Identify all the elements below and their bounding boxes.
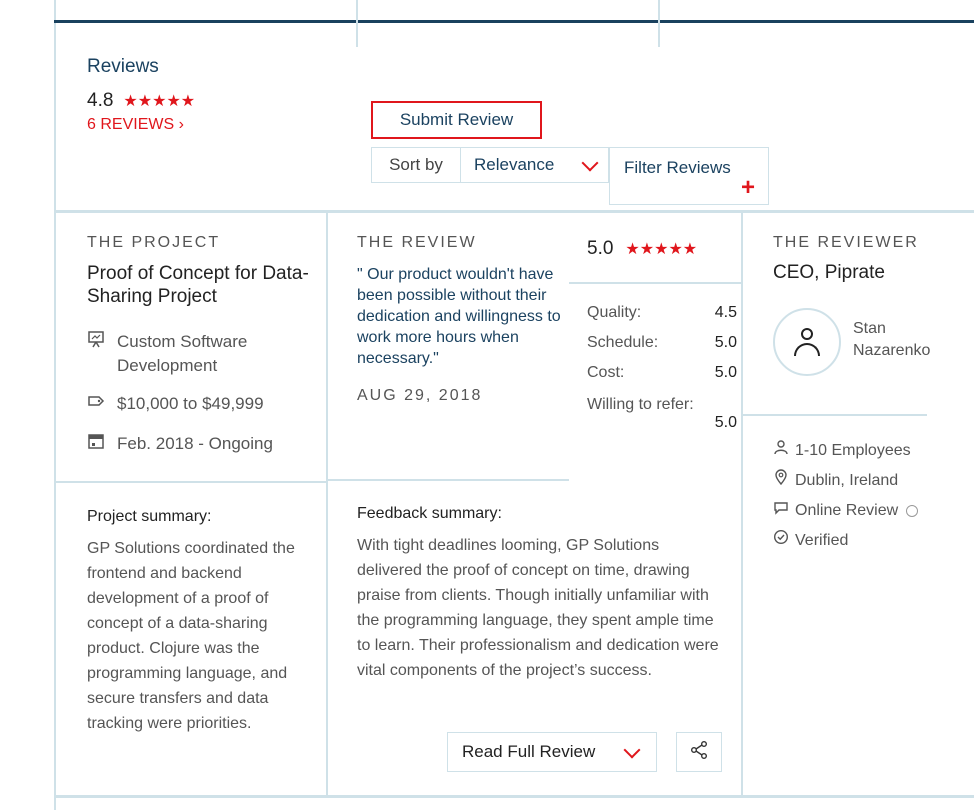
- chat-bubble-icon: [773, 499, 795, 523]
- person-icon: [801, 328, 813, 340]
- score-value: 5.0: [714, 334, 737, 351]
- sort-value: Relevance: [474, 155, 555, 174]
- project-service: Custom Software Development: [87, 330, 317, 378]
- reviewer-column: THE REVIEWER CEO, Piprate Stan Nazarenko…: [773, 234, 963, 549]
- filter-reviews-label: Filter Reviews: [624, 158, 731, 177]
- reviewer-location-text: Dublin, Ireland: [795, 472, 899, 489]
- project-summary-label: Project summary:: [87, 508, 212, 525]
- project-dates-text: Feb. 2018 - Ongoing: [117, 434, 273, 453]
- review-scores: 5.0 ★★★★★ Quality: 4.5 Schedule: 5.0 Cos…: [587, 238, 737, 432]
- reviewer-verified: Verified: [773, 529, 963, 553]
- project-budget: $10,000 to $49,999: [87, 392, 317, 418]
- location-pin-icon: [773, 469, 795, 493]
- reviewer-meta: 1-10 Employees Dublin, Ireland Online Re…: [773, 439, 963, 559]
- top-divider-rule: [54, 20, 974, 23]
- person-icon: [773, 439, 795, 463]
- reviewer-last-name: Nazarenko: [853, 342, 931, 359]
- top-column-divider: [658, 0, 660, 47]
- review-overall: 5.0 ★★★★★: [587, 238, 737, 260]
- review-overall-score: 5.0: [587, 238, 614, 259]
- read-full-review-button[interactable]: Read Full Review: [447, 732, 657, 772]
- plus-icon: +: [740, 174, 755, 201]
- reviewer-location: Dublin, Ireland: [773, 469, 963, 493]
- tag-icon: [87, 392, 117, 418]
- section-divider: [56, 481, 328, 483]
- avatar: [773, 308, 841, 376]
- project-dates: Feb. 2018 - Ongoing: [87, 432, 317, 458]
- reviewer-source: Online Review: [773, 499, 963, 523]
- filter-reviews-button[interactable]: Filter Reviews +: [609, 147, 769, 205]
- top-column-divider: [356, 0, 358, 47]
- score-refer: Willing to refer: 5.0: [587, 396, 737, 432]
- score-label: Willing to refer:: [587, 396, 694, 413]
- feedback-summary-text: With tight deadlines looming, GP Solutio…: [357, 537, 719, 679]
- reviewer-heading: THE REVIEWER: [773, 234, 919, 251]
- chevron-down-icon: [623, 741, 641, 759]
- feedback-summary: Feedback summary: With tight deadlines l…: [357, 505, 727, 683]
- share-icon: [689, 740, 709, 765]
- presentation-icon: [87, 330, 117, 356]
- sort-label: Sort by: [372, 148, 461, 182]
- reviewer-name: Stan Nazarenko: [853, 318, 930, 362]
- review-heading: THE REVIEW: [357, 234, 477, 251]
- score-cost: Cost: 5.0: [587, 364, 737, 382]
- chevron-down-icon: [581, 154, 599, 172]
- review-card: [54, 210, 974, 798]
- rating-row: 4.8 ★★★★★: [87, 90, 195, 112]
- reviewer-source-text: Online Review: [795, 502, 899, 519]
- project-column: THE PROJECT Proof of Concept for Data-Sh…: [87, 234, 317, 458]
- read-full-review-label: Read Full Review: [462, 742, 596, 761]
- project-budget-text: $10,000 to $49,999: [117, 394, 264, 413]
- review-quote: " Our product wouldn't have been possibl…: [357, 266, 561, 367]
- reviews-count-link[interactable]: 6 REVIEWS ›: [87, 116, 184, 133]
- score-label: Schedule:: [587, 334, 659, 351]
- star-rating-icon: ★★★★★: [123, 93, 196, 110]
- page-frame: [54, 0, 974, 810]
- reviewer-first-name: Stan: [853, 320, 886, 337]
- section-divider: [326, 479, 569, 481]
- score-schedule: Schedule: 5.0: [587, 334, 737, 352]
- score-label: Cost:: [587, 364, 625, 381]
- submit-review-button[interactable]: Submit Review: [371, 101, 542, 139]
- section-divider: [741, 414, 927, 416]
- column-divider: [326, 210, 328, 798]
- project-heading: THE PROJECT: [87, 234, 221, 251]
- share-button[interactable]: [676, 732, 722, 772]
- calendar-icon: [87, 432, 117, 458]
- review-column: THE REVIEW " Our product wouldn't have b…: [357, 234, 577, 405]
- project-title: Proof of Concept for Data-Sharing Projec…: [87, 263, 309, 307]
- reviewer-employees-text: 1-10 Employees: [795, 442, 911, 459]
- info-icon[interactable]: [906, 505, 919, 517]
- sort-control: Sort by Relevance: [371, 147, 609, 183]
- project-summary: Project summary: GP Solutions coordinate…: [87, 508, 312, 736]
- score-value: 5.0: [714, 414, 737, 431]
- score-value: 5.0: [714, 364, 737, 381]
- score-value: 4.5: [714, 304, 737, 321]
- check-circle-icon: [773, 529, 795, 553]
- overall-rating: 4.8: [87, 90, 114, 111]
- reviewer-verified-text: Verified: [795, 532, 849, 549]
- reviews-summary: Reviews 4.8 ★★★★★ 6 REVIEWS ›: [87, 56, 195, 134]
- section-divider: [569, 282, 741, 284]
- feedback-summary-label: Feedback summary:: [357, 505, 502, 522]
- reviewer-employees: 1-10 Employees: [773, 439, 963, 463]
- review-date: AUG 29, 2018: [357, 387, 483, 404]
- reviewer-role: CEO, Piprate: [773, 262, 885, 283]
- person-icon-body: [794, 343, 820, 356]
- sort-select[interactable]: Relevance: [461, 148, 608, 182]
- project-service-text: Custom Software Development: [117, 332, 248, 375]
- project-summary-text: GP Solutions coordinated the frontend an…: [87, 540, 295, 732]
- score-quality: Quality: 4.5: [587, 304, 737, 322]
- score-label: Quality:: [587, 304, 642, 321]
- column-divider: [741, 210, 743, 798]
- star-rating-icon: ★★★★★: [625, 241, 698, 258]
- reviews-title: Reviews: [87, 56, 159, 77]
